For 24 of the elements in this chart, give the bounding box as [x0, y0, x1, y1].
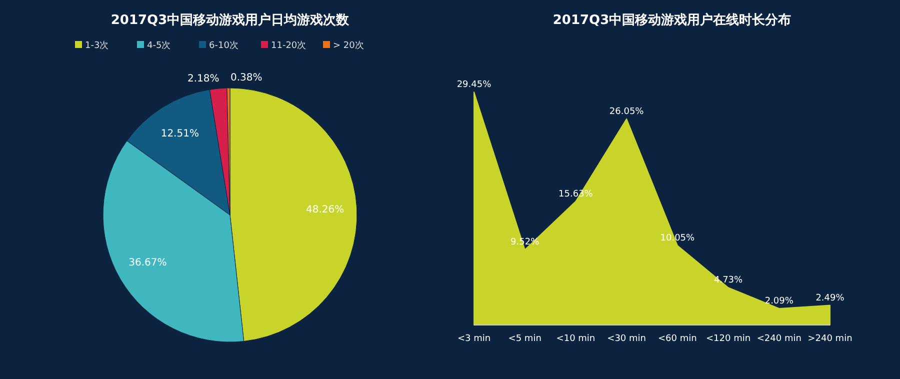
- legend-label: > 20次: [333, 40, 364, 51]
- legend-label: 11-20次: [271, 40, 306, 51]
- data-label: 12.51%: [160, 128, 199, 140]
- data-label: 36.67%: [128, 258, 167, 269]
- data-label: 2.18%: [187, 73, 220, 84]
- x-tick-label: <240 min: [756, 334, 802, 344]
- data-label: 26.05%: [609, 106, 644, 117]
- x-tick-label: <120 min: [706, 334, 751, 344]
- x-tick-label: <10 min: [556, 334, 596, 344]
- x-tick-label: <3 min: [457, 334, 491, 344]
- data-label: 0.38%: [230, 72, 262, 84]
- x-tick-label: <30 min: [607, 334, 646, 344]
- data-label: 48.26%: [306, 204, 344, 216]
- data-label: 2.09%: [764, 296, 794, 306]
- data-label: 2.49%: [816, 293, 845, 304]
- chart-title: 2017Q3中国移动游戏用户日均游戏次数: [110, 12, 350, 28]
- legend-label: 1-3次: [85, 40, 109, 51]
- data-label: 29.45%: [456, 80, 492, 90]
- x-tick-label: <60 min: [658, 334, 697, 344]
- legend-label: 6-10次: [209, 40, 238, 51]
- x-tick-label: <5 min: [508, 334, 542, 344]
- chart-title: 2017Q3中国移动游戏用户在线时长分布: [552, 12, 792, 28]
- legend-label: 4-5次: [147, 40, 171, 51]
- x-tick-label: >240 min: [808, 334, 852, 344]
